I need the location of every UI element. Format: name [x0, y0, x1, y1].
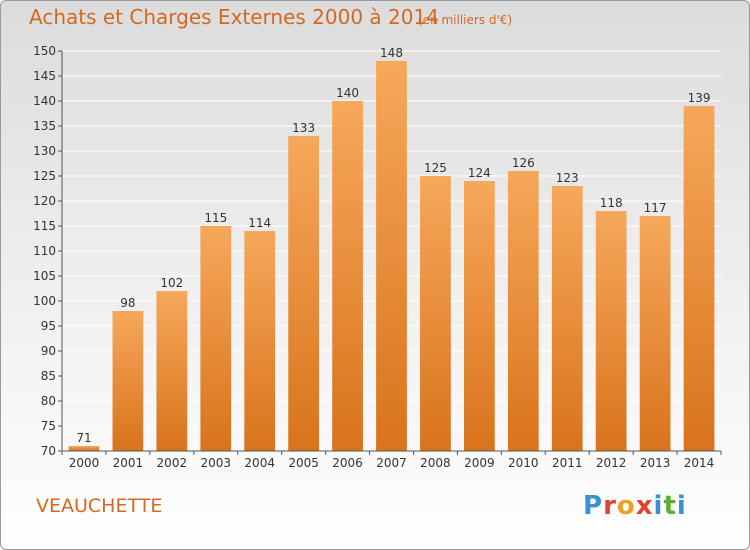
y-tick-label: 85 [41, 369, 56, 383]
y-tick-label: 115 [33, 219, 56, 233]
bar-2013 [639, 216, 671, 451]
x-tick-label-2004: 2004 [244, 456, 275, 470]
bar-2005 [288, 136, 320, 451]
y-tick-label: 150 [33, 44, 56, 58]
bar-2009 [463, 181, 495, 451]
y-tick-label: 100 [33, 294, 56, 308]
y-tick-label: 95 [41, 319, 56, 333]
bar-2003 [200, 226, 232, 451]
x-tick-label-2014: 2014 [684, 456, 715, 470]
bar-2002 [156, 291, 188, 451]
x-tick-label-2006: 2006 [332, 456, 363, 470]
x-tick-label-2009: 2009 [464, 456, 495, 470]
y-tick-label: 120 [33, 194, 56, 208]
data-label-2003: 115 [204, 211, 227, 225]
bar-2012 [595, 211, 627, 451]
x-tick-label-2007: 2007 [376, 456, 407, 470]
data-label-2013: 117 [644, 201, 667, 215]
logo-letter: i [676, 491, 687, 521]
bar-2010 [507, 171, 539, 451]
y-tick-label: 70 [41, 444, 56, 458]
logo-letter: r [603, 491, 617, 521]
x-tick-label-2011: 2011 [552, 456, 583, 470]
bar-2006 [332, 101, 363, 451]
x-tick-label-2012: 2012 [596, 456, 627, 470]
logo-letter: i [653, 491, 664, 521]
y-tick-label: 80 [41, 394, 56, 408]
data-label-2007: 148 [380, 46, 403, 60]
y-axis: 70 75 80 85 90 95 100 105 110 115 120 125 130 135 140 1… [33, 44, 63, 458]
data-label-2002: 102 [160, 276, 183, 290]
data-label-2011: 123 [556, 171, 579, 185]
logo-letter: o [616, 491, 636, 521]
data-label-2010: 126 [512, 156, 535, 170]
x-tick-label-2013: 2013 [640, 456, 671, 470]
y-tick-label: 130 [33, 144, 56, 158]
x-tick-label-2001: 2001 [113, 456, 144, 470]
data-label-2004: 114 [248, 216, 271, 230]
logo-letter: t [663, 491, 677, 521]
data-label-2006: 140 [336, 86, 359, 100]
proxiti-logo: Proxiti [583, 491, 687, 521]
y-tick-label: 135 [33, 119, 56, 133]
logo-letter: x [635, 491, 654, 521]
x-tick-label-2008: 2008 [420, 456, 451, 470]
bar-2007 [376, 61, 407, 451]
data-labels: 71 98 102 115 114 133 140 148 125 124 126 123 118 117… [76, 46, 710, 445]
data-label-2005: 133 [292, 121, 315, 135]
data-label-2008: 125 [424, 161, 447, 175]
y-tick-label: 125 [33, 169, 56, 183]
x-tick-label-2010: 2010 [508, 456, 539, 470]
y-tick-label: 145 [33, 69, 56, 83]
commune-name: VEAUCHETTE [36, 495, 163, 517]
y-tick-label: 105 [33, 269, 56, 283]
x-axis: 2000 2001 2002 2003 2004 2005 2006 2007 2008 2009… [61, 450, 722, 470]
bar-2000 [68, 446, 100, 451]
bars [68, 61, 715, 451]
y-tick-label: 90 [41, 344, 56, 358]
chart-title: Achats et Charges Externes 2000 à 2014 [29, 5, 439, 29]
y-tick-label: 110 [33, 244, 56, 258]
data-label-2001: 98 [120, 296, 135, 310]
data-label-2000: 71 [76, 431, 91, 445]
y-tick-label: 140 [33, 94, 56, 108]
bar-2011 [551, 186, 583, 451]
y-tick-label: 75 [41, 419, 56, 433]
bar-2004 [244, 231, 276, 451]
data-label-2012: 118 [600, 196, 623, 210]
x-tick-label-2000: 2000 [69, 456, 100, 470]
bar-2001 [112, 311, 144, 451]
bar-2014 [683, 106, 715, 451]
bar-2008 [420, 176, 451, 451]
x-tick-label-2002: 2002 [157, 456, 188, 470]
x-tick-label-2003: 2003 [200, 456, 231, 470]
data-label-2014: 139 [688, 91, 711, 105]
logo-letter: P [583, 491, 604, 521]
chart-unit: (en milliers d'€) [418, 13, 513, 27]
x-tick-label-2005: 2005 [288, 456, 319, 470]
data-label-2009: 124 [468, 166, 491, 180]
